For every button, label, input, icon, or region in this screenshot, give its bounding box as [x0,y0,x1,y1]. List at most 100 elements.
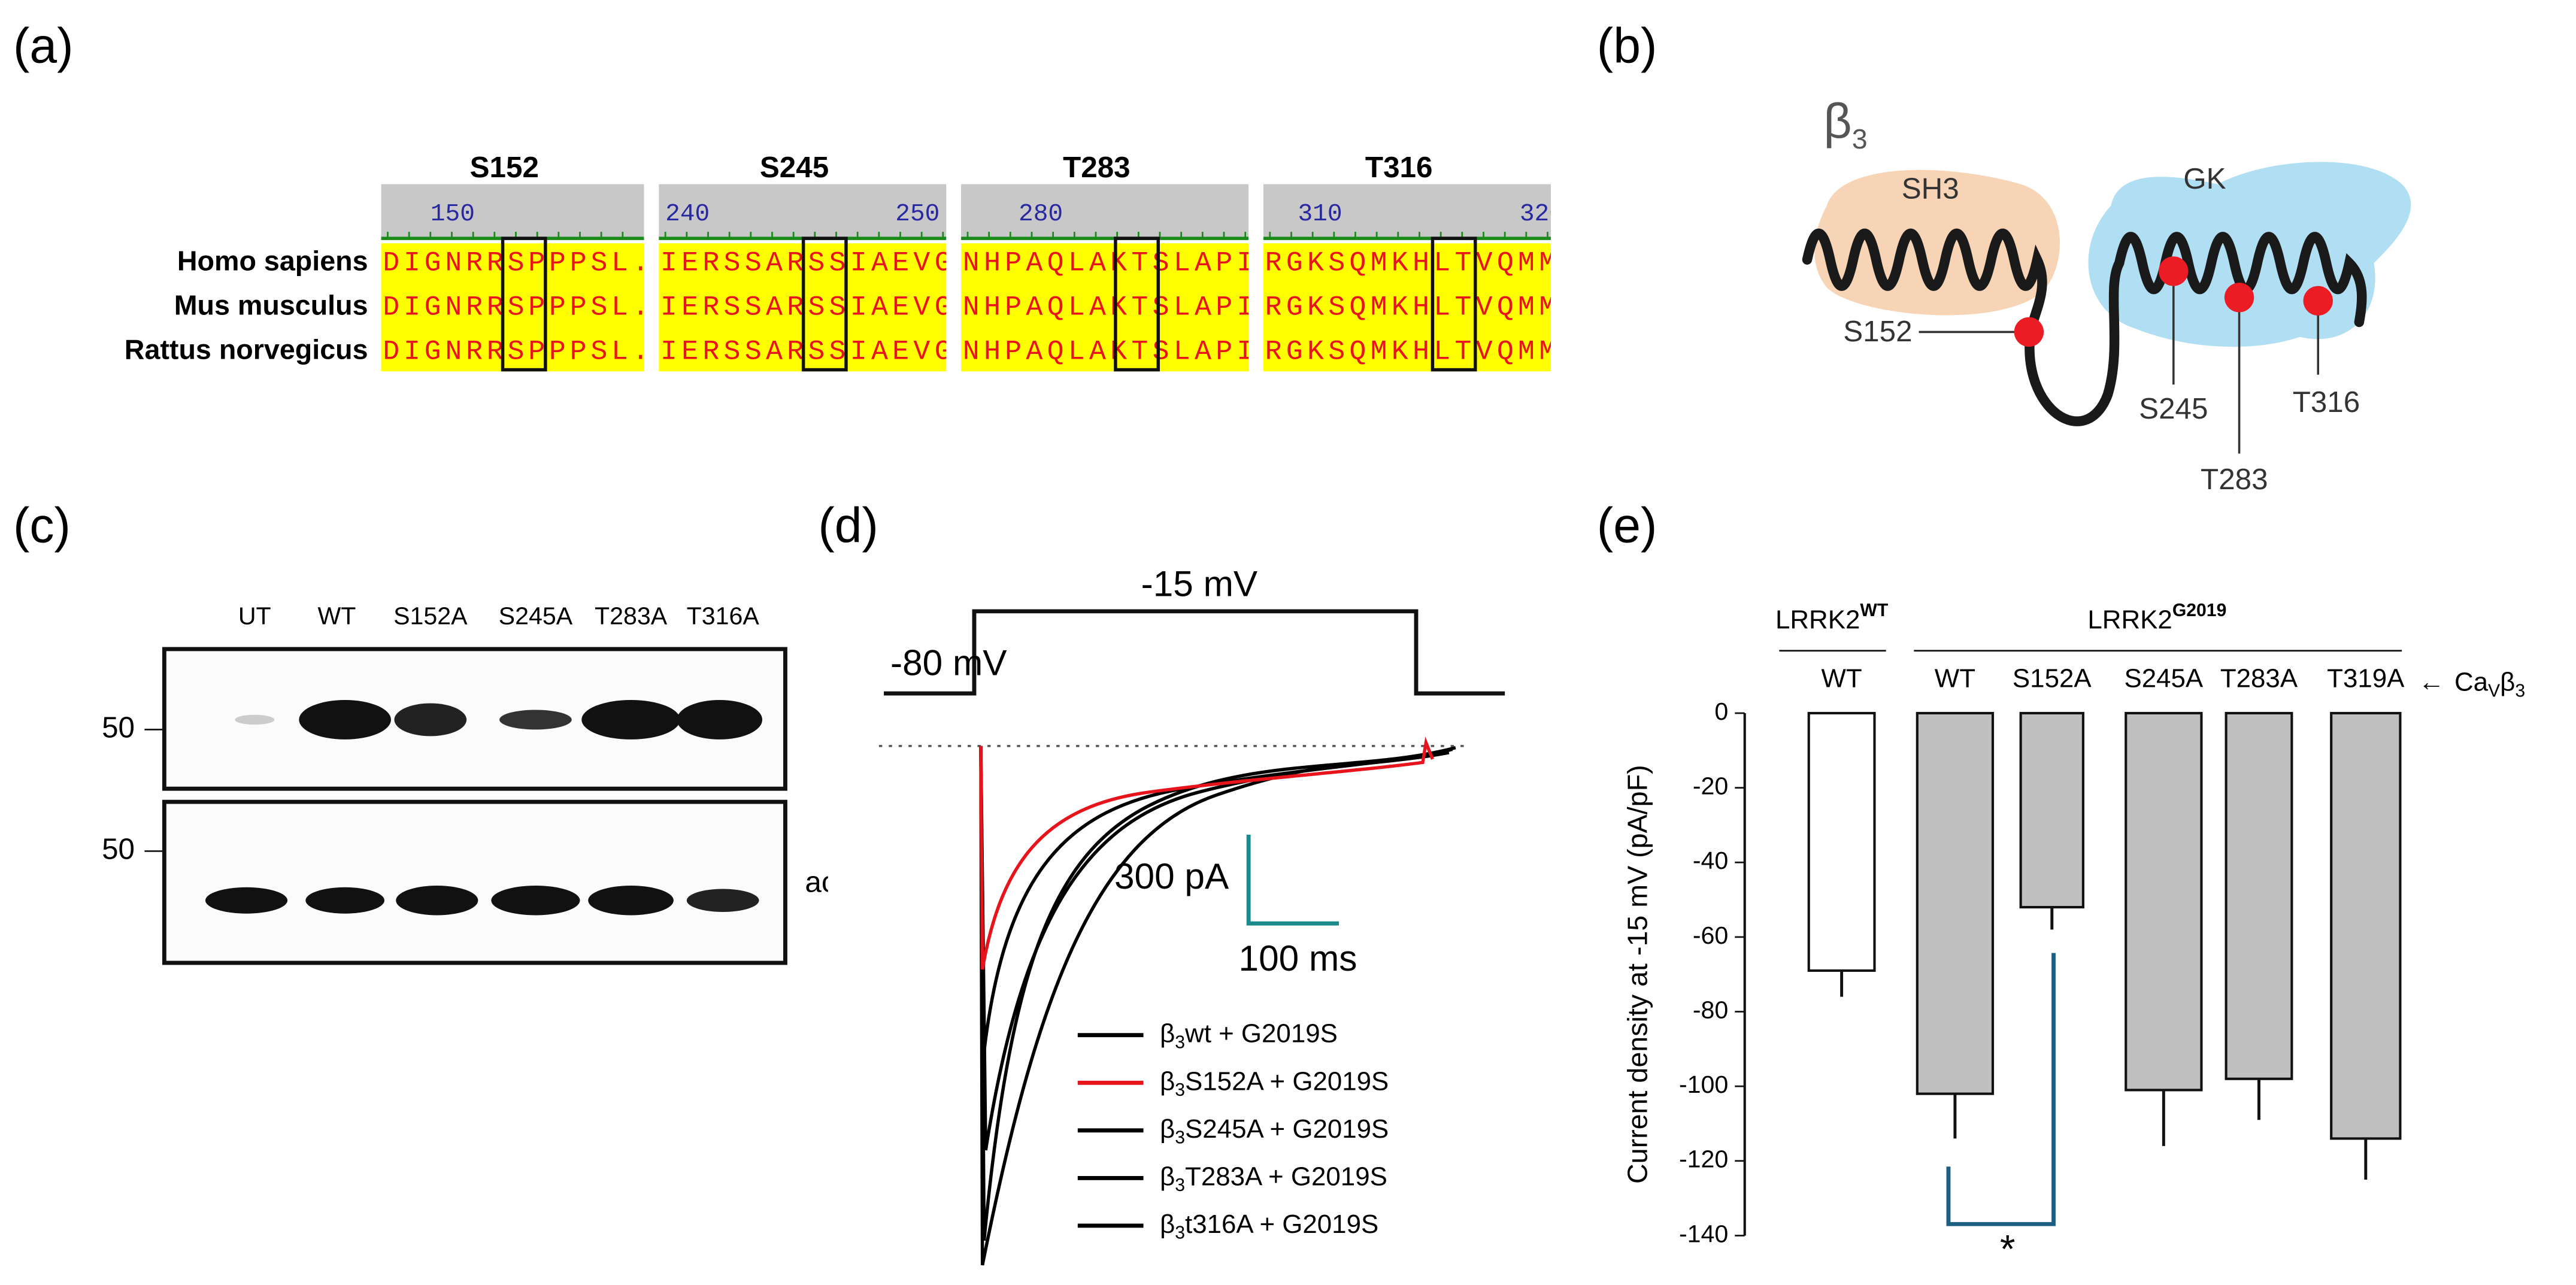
legend-label: β3T283A + G2019S [1160,1162,1387,1195]
band [588,886,674,916]
lane-label: S245A [499,602,573,630]
lane-label: UT [238,602,271,630]
panel-label: (a) [13,18,74,73]
group-label: LRRK2WT [1775,601,1889,634]
y-tick-label: -80 [1693,996,1728,1023]
species-label: Mus musculus [174,290,368,321]
legend-label: β3t316A + G2019S [1160,1210,1378,1243]
site-label: T316 [1365,151,1433,184]
band [677,700,763,740]
protocol-label: -80 mV [890,642,1007,683]
sequence: DIGNRRSPPPSL. [383,292,648,324]
domain-label: SH3 [1902,172,1959,205]
trace [979,737,1434,970]
y-tick-label: -60 [1693,922,1728,949]
band [686,889,759,912]
text: β [1823,93,1851,148]
bar [2019,711,2084,909]
protocol-line [884,609,1505,696]
sequence: RGKSQMKHLTVQMM [1265,292,1556,324]
site-box [1431,237,1477,372]
band [205,887,288,914]
y-tick-label: -140 [1679,1220,1728,1247]
sequence-bg [1263,243,1551,372]
sequence-bg [961,243,1249,372]
sequence: RGKSQMKHLTVQMM [1265,337,1556,368]
text: 3 [1175,1080,1185,1100]
site-box [501,237,547,372]
ruler [381,184,644,239]
text: 3 [2515,681,2525,701]
traces: -80 mV -15 mV 300 pA 100 ms β3wt + G2019… [878,563,1505,1266]
text: β [1160,1210,1175,1239]
ruler [659,184,947,239]
text: t316A + G2019S [1185,1210,1378,1239]
protocol-label: -15 mV [1141,563,1258,604]
band [394,703,467,737]
subunit-label: β3 [1823,93,1867,154]
text: 3 [1852,124,1868,155]
blot: UT WT S152A S245A T283A T316A 50 50 ac [102,602,836,965]
panel-label: (e) [1597,498,1657,553]
y-tick-label: 0 [1714,698,1728,725]
domain-label: GK [2183,162,2226,195]
band [581,700,680,740]
panel-label: (c) [13,498,71,553]
y-tick-label: -40 [1693,847,1728,874]
band [305,887,385,914]
text: 3 [1175,1175,1185,1195]
trace [979,745,1456,1241]
ruler-label: 320 [1520,201,1564,228]
text: LRRK2 [2087,605,2172,634]
lane-label: T283A [595,602,668,630]
alignment: 150 DIGNRRSPPPSL. DIGNRRSPPPSL. DIGNRRSPPPS… [381,151,1564,372]
panel-label: (b) [1597,18,1657,73]
marker-label: 50 [102,711,135,744]
site-label: T316 [2293,386,2360,419]
site-label: S245 [760,151,829,184]
text: LRRK2 [1775,605,1860,634]
y-tick-label: -100 [1679,1071,1728,1098]
scale-label: 100 ms [1239,938,1357,978]
significance-bracket [1946,953,2056,1226]
band [235,714,275,725]
text: wt + G2019S [1184,1019,1338,1048]
x-tick-label: WT [1821,664,1862,693]
sh3-domain [1814,169,2060,316]
site-dot [2224,283,2254,313]
species-label: Homo sapiens [177,246,368,277]
ruler-label: 240 [665,201,710,228]
ruler-label: 310 [1298,201,1342,228]
text: β [1160,1114,1175,1143]
row-label: ← CaVβ3 [2419,667,2526,701]
site-dot [2014,317,2044,347]
y-tick-label: -20 [1693,772,1728,799]
text: β [1160,1066,1175,1096]
text: G2019 [2172,601,2227,620]
chain [1802,228,2367,426]
blot-box [162,799,787,965]
text: 3 [1175,1223,1185,1243]
x-tick-label: T283A [2220,664,2298,693]
group-label: LRRK2G2019 [2087,601,2226,634]
bar-chart: Current density at -15 mV (pA/pF) LRRK2W… [1622,601,2525,1271]
site-label: T283 [1063,151,1131,184]
y-axis-label: Current density at -15 mV (pA/pF) [1622,765,1653,1184]
ruler [1263,184,1551,239]
site-label: S152 [470,151,539,184]
x-tick-label: S152A [2013,664,2092,693]
site-box [801,237,848,372]
text: β [1160,1162,1175,1191]
marker-label: 50 [102,832,135,865]
sequence: DIGNRRSPPPSL. [383,248,648,280]
alignment-block: 280 NHPAQLAKTSLAPI NHPAQLAKTSLAPI NHPAQLAKT… [961,184,1249,372]
side-label: ac [805,865,836,898]
text: T283A + G2019S [1185,1162,1387,1191]
x-tick-label: T319A [2327,664,2405,693]
band [491,886,580,916]
alignment-block: 310 320 RGKSQMKHLTVQMM RGKSQMKHLTVQMM RGKSQM… [1263,184,1564,372]
lane-label: S152A [393,602,468,630]
text: β [1160,1019,1175,1048]
text: V [2488,681,2500,701]
site-box [1114,237,1160,372]
